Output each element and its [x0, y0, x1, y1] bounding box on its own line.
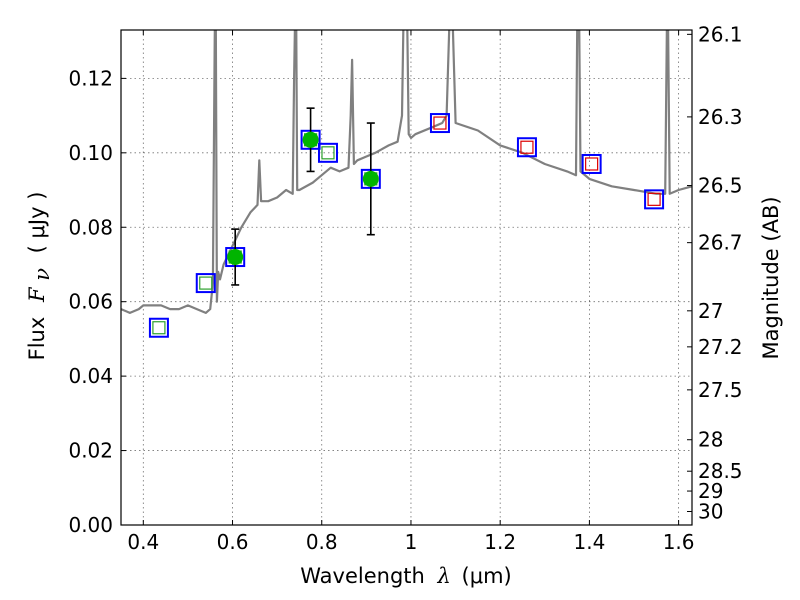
- y-tick-label: 0.04: [68, 364, 113, 388]
- nir-model-point-inner-box: [647, 192, 661, 206]
- nir-model-point-outer-box: [644, 189, 665, 210]
- y-axis-label-symbol: F: [25, 286, 49, 303]
- x-axis-label-symbol: λ: [437, 564, 451, 588]
- mag-tick-label: 28.5: [698, 459, 743, 483]
- optical-model-point-outer-box: [195, 273, 216, 294]
- nir-model-point-outer-box: [516, 137, 537, 158]
- y-tick-label: 0.06: [68, 290, 113, 314]
- plot-area: [121, 30, 692, 338]
- mag-tick-label: 28: [698, 428, 723, 452]
- x-tick-label: 1.6: [663, 530, 695, 554]
- mag-tick-label: 26.3: [698, 105, 743, 129]
- optical-model-point-outer-box: [148, 317, 169, 338]
- mag-tick-label: 27: [698, 299, 723, 323]
- mag-tick-label: 30: [698, 499, 723, 523]
- mag-tick-label: 27.5: [698, 378, 743, 402]
- x-tick-label: 1.4: [573, 530, 605, 554]
- x-tick-label: 0.6: [217, 530, 249, 554]
- x-tick-label: 0.4: [127, 530, 159, 554]
- x-tick-label: 0.8: [306, 530, 338, 554]
- axis-ticks: 0.4 0.6 0.8 1 1.2 1.4 1.6 0.00 0.02 0.04 0.06 0.08 0…: [68, 22, 742, 554]
- optical-model-point-inner-box: [152, 321, 166, 335]
- mag-tick-label: 26.7: [698, 231, 743, 255]
- x-axis-label: Wavelength λ (μm): [300, 564, 511, 588]
- y2-axis-label: Magnitude (AB): [759, 196, 783, 359]
- y-axis-label-prefix: Flux: [25, 317, 49, 361]
- optical-model-point-inner-box: [321, 146, 335, 160]
- model-spectrum-line: [121, 30, 692, 314]
- y-tick-label: 0.10: [68, 141, 113, 165]
- y-axis-label-unit: ( μJy ): [25, 192, 49, 254]
- x-axis-label-prefix: Wavelength: [300, 564, 425, 588]
- y-tick-label: 0.02: [68, 439, 113, 463]
- plot-frame: [120, 29, 693, 526]
- nir-model-point-inner-box: [585, 157, 599, 171]
- nir-model-point-outer-box: [581, 153, 602, 174]
- nir-model-point-inner-box: [433, 116, 447, 130]
- mag-tick-label: 29: [698, 479, 723, 503]
- nir-model-point-outer-box: [429, 113, 450, 134]
- observed-flux-point: [362, 170, 379, 187]
- y-axis-label-sub: ν: [30, 268, 54, 281]
- x-tick-label: 1.2: [484, 530, 516, 554]
- x-axis-label-unit: (μm): [462, 564, 512, 588]
- y-tick-label: 0.00: [68, 513, 113, 537]
- observed-flux-point: [227, 249, 244, 266]
- y-tick-label: 0.08: [68, 215, 113, 239]
- x-tick-label: 1: [405, 530, 418, 554]
- optical-model-point-inner-box: [199, 276, 213, 290]
- optical-model-point-outer-box: [317, 142, 338, 163]
- mag-tick-label: 26.1: [698, 22, 743, 46]
- y-tick-label: 0.12: [68, 66, 113, 90]
- y-axis-label: Flux F ν ( μJy ): [25, 192, 54, 361]
- mag-tick-label: 26.5: [698, 174, 743, 198]
- nir-model-point-inner-box: [520, 140, 534, 154]
- mag-tick-label: 27.2: [698, 335, 743, 359]
- observed-flux-point: [302, 131, 319, 148]
